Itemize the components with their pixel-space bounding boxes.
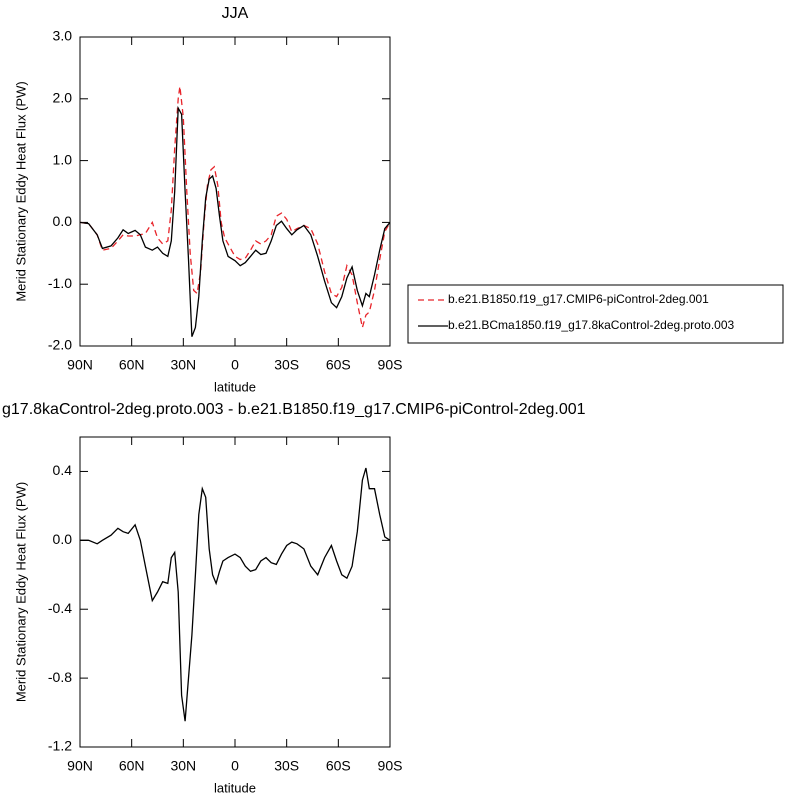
data-line	[79, 86, 391, 328]
y-tick-label: -0.8	[48, 669, 72, 685]
x-tick-label: 30N	[170, 758, 196, 774]
x-tick-label: 30S	[274, 357, 299, 373]
data-line	[79, 105, 391, 337]
y-tick-label: 0.0	[53, 531, 73, 547]
chart-title: g17.8kaControl-2deg.proto.003 - b.e21.B1…	[2, 401, 586, 418]
legend-box	[407, 284, 784, 344]
x-tick-label: 60N	[119, 357, 145, 373]
y-tick-label: 3.0	[53, 28, 73, 44]
x-tick-label: 30N	[170, 357, 196, 373]
data-line	[80, 467, 391, 722]
x-tick-label: 30S	[274, 758, 299, 774]
x-tick-label: 0	[231, 758, 239, 774]
legend: b.e21.B1850.f19_g17.CMIP6-piControl-2deg…	[407, 284, 784, 344]
plot-frame	[79, 436, 391, 748]
x-tick-label: 90S	[378, 758, 403, 774]
y-tick-label: 1.0	[53, 151, 73, 167]
x-tick-label: 90N	[67, 758, 93, 774]
y-axis-label: Merid Stationary Eddy Heat Flux (PW)	[13, 81, 28, 301]
y-tick-label: -0.4	[48, 600, 72, 616]
x-tick-label: 60N	[119, 758, 145, 774]
x-tick-label: 0	[231, 357, 239, 373]
legend-label: b.e21.BCma1850.f19_g17.8kaControl-2deg.p…	[448, 318, 735, 332]
chart-title: JJA	[222, 5, 249, 22]
x-axis-label: latitude	[214, 379, 256, 394]
x-axis-label: latitude	[214, 780, 256, 795]
y-tick-label: 0.4	[53, 462, 73, 478]
y-tick-label: 0.0	[53, 213, 73, 229]
x-tick-label: 90S	[378, 357, 403, 373]
y-axis-label: Merid Stationary Eddy Heat Flux (PW)	[13, 482, 28, 702]
x-tick-label: 60S	[326, 758, 351, 774]
plot-frame	[79, 36, 391, 347]
y-tick-label: -2.0	[48, 337, 72, 353]
x-tick-label: 60S	[326, 357, 351, 373]
y-tick-label: -1.2	[48, 738, 72, 754]
y-tick-label: -1.0	[48, 275, 72, 291]
legend-label: b.e21.B1850.f19_g17.CMIP6-piControl-2deg…	[448, 292, 709, 306]
x-tick-label: 90N	[67, 357, 93, 373]
y-tick-label: 2.0	[53, 90, 73, 106]
